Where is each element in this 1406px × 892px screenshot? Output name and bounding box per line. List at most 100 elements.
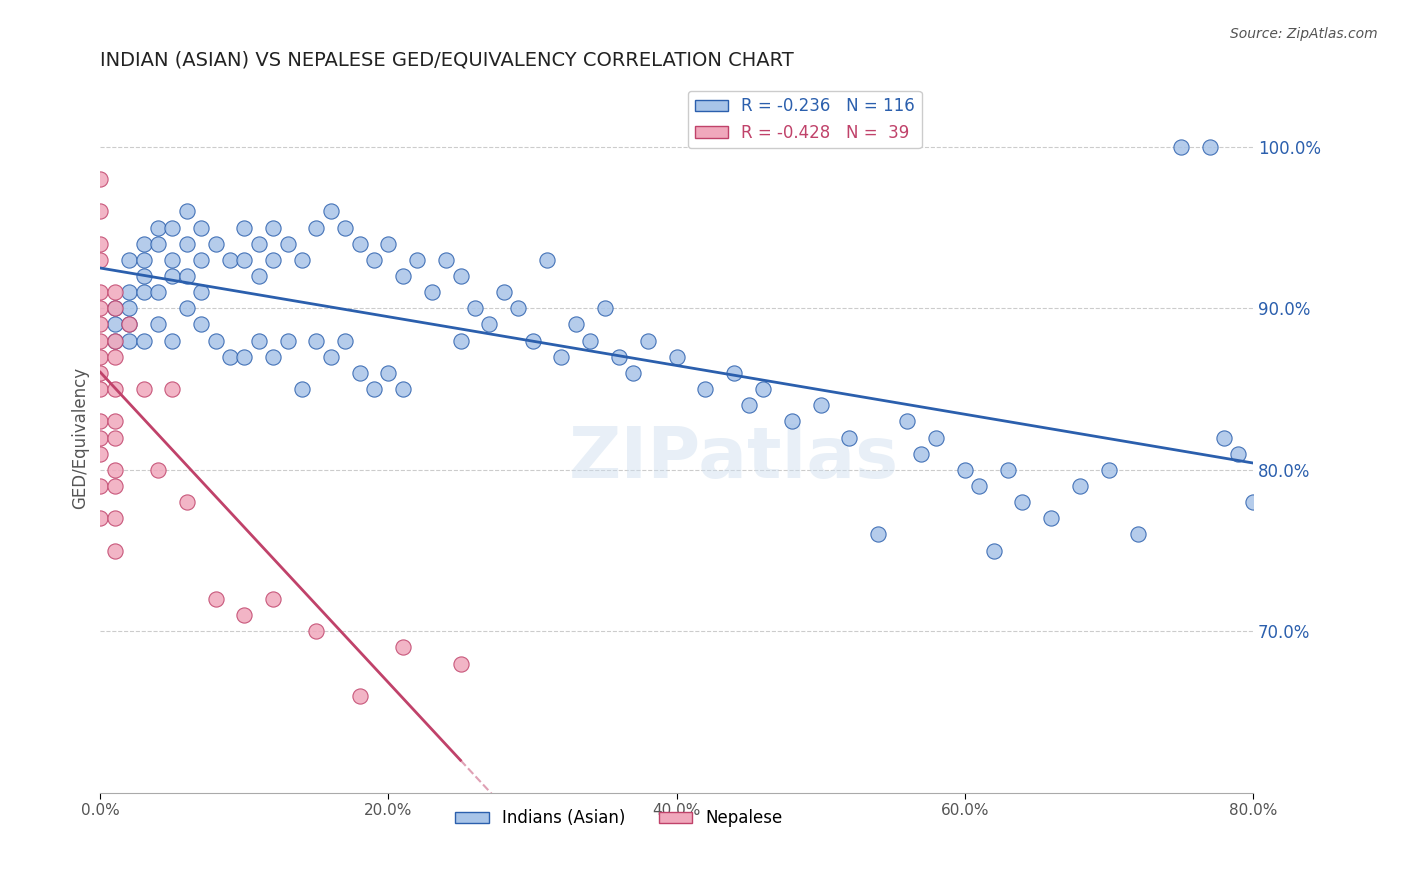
Point (262, 350, 284, 364)
Point (434, 252, 457, 267)
Point (896, 414, 918, 428)
Point (89, 236, 111, 251)
Point (997, 463, 1019, 477)
Point (1241, 495, 1264, 509)
Point (262, 220, 284, 235)
Point (420, 285, 443, 300)
Point (104, 334, 127, 348)
Point (132, 252, 155, 267)
Point (118, 318, 141, 332)
Point (132, 285, 155, 300)
Point (247, 236, 270, 251)
Point (464, 301, 486, 316)
Point (176, 204, 198, 219)
Point (104, 285, 127, 300)
Point (1400, 463, 1406, 477)
Point (277, 236, 299, 251)
Point (277, 334, 299, 348)
Point (132, 268, 155, 283)
Point (233, 608, 256, 623)
Point (550, 350, 572, 364)
Point (247, 268, 270, 283)
Point (190, 318, 212, 332)
Point (146, 285, 169, 300)
Point (319, 350, 342, 364)
Point (204, 236, 226, 251)
Point (868, 527, 890, 541)
Point (319, 204, 342, 219)
Point (89, 414, 111, 428)
Point (162, 252, 184, 267)
Point (1011, 495, 1033, 509)
Point (146, 220, 169, 235)
Point (780, 414, 803, 428)
Point (132, 382, 155, 396)
Point (204, 591, 226, 606)
Point (146, 236, 169, 251)
Point (262, 252, 284, 267)
Point (118, 285, 141, 300)
Point (89, 350, 111, 364)
Point (89, 204, 111, 219)
Point (1069, 479, 1091, 493)
Point (291, 382, 314, 396)
Point (1343, 479, 1365, 493)
Point (1198, 140, 1220, 154)
Point (162, 220, 184, 235)
Point (1256, 479, 1278, 493)
Point (335, 334, 357, 348)
Point (1299, 495, 1322, 509)
Point (349, 366, 371, 380)
Point (838, 430, 860, 444)
Point (89, 382, 111, 396)
Point (176, 301, 198, 316)
Point (377, 366, 399, 380)
Point (377, 236, 399, 251)
Point (305, 220, 328, 235)
Point (392, 382, 415, 396)
Legend: Indians (Asian), Nepalese: Indians (Asian), Nepalese (449, 803, 789, 834)
Point (695, 382, 717, 396)
Point (89, 301, 111, 316)
Point (305, 334, 328, 348)
Point (1386, 527, 1406, 541)
Point (593, 301, 616, 316)
Point (104, 511, 127, 525)
Point (1313, 414, 1336, 428)
Point (1126, 527, 1149, 541)
Point (190, 285, 212, 300)
Point (89, 285, 111, 300)
Point (1329, 447, 1351, 461)
Point (1213, 430, 1236, 444)
Point (89, 318, 111, 332)
Point (162, 334, 184, 348)
Point (89, 479, 111, 493)
Point (262, 591, 284, 606)
Point (665, 350, 688, 364)
Point (233, 220, 256, 235)
Text: INDIAN (ASIAN) VS NEPALESE GED/EQUIVALENCY CORRELATION CHART: INDIAN (ASIAN) VS NEPALESE GED/EQUIVALEN… (100, 51, 794, 70)
Point (104, 318, 127, 332)
Point (579, 334, 602, 348)
Point (233, 252, 256, 267)
Point (723, 366, 745, 380)
Point (104, 334, 127, 348)
Point (1098, 463, 1121, 477)
Point (406, 252, 429, 267)
Point (118, 252, 141, 267)
Point (349, 689, 371, 703)
Point (363, 252, 385, 267)
Point (104, 414, 127, 428)
Point (305, 624, 328, 639)
Point (104, 350, 127, 364)
Point (104, 301, 127, 316)
Point (363, 382, 385, 396)
Point (621, 366, 644, 380)
Point (104, 382, 127, 396)
Point (1357, 511, 1379, 525)
Point (607, 350, 630, 364)
Point (89, 366, 111, 380)
Point (492, 285, 515, 300)
Point (162, 268, 184, 283)
Point (247, 334, 270, 348)
